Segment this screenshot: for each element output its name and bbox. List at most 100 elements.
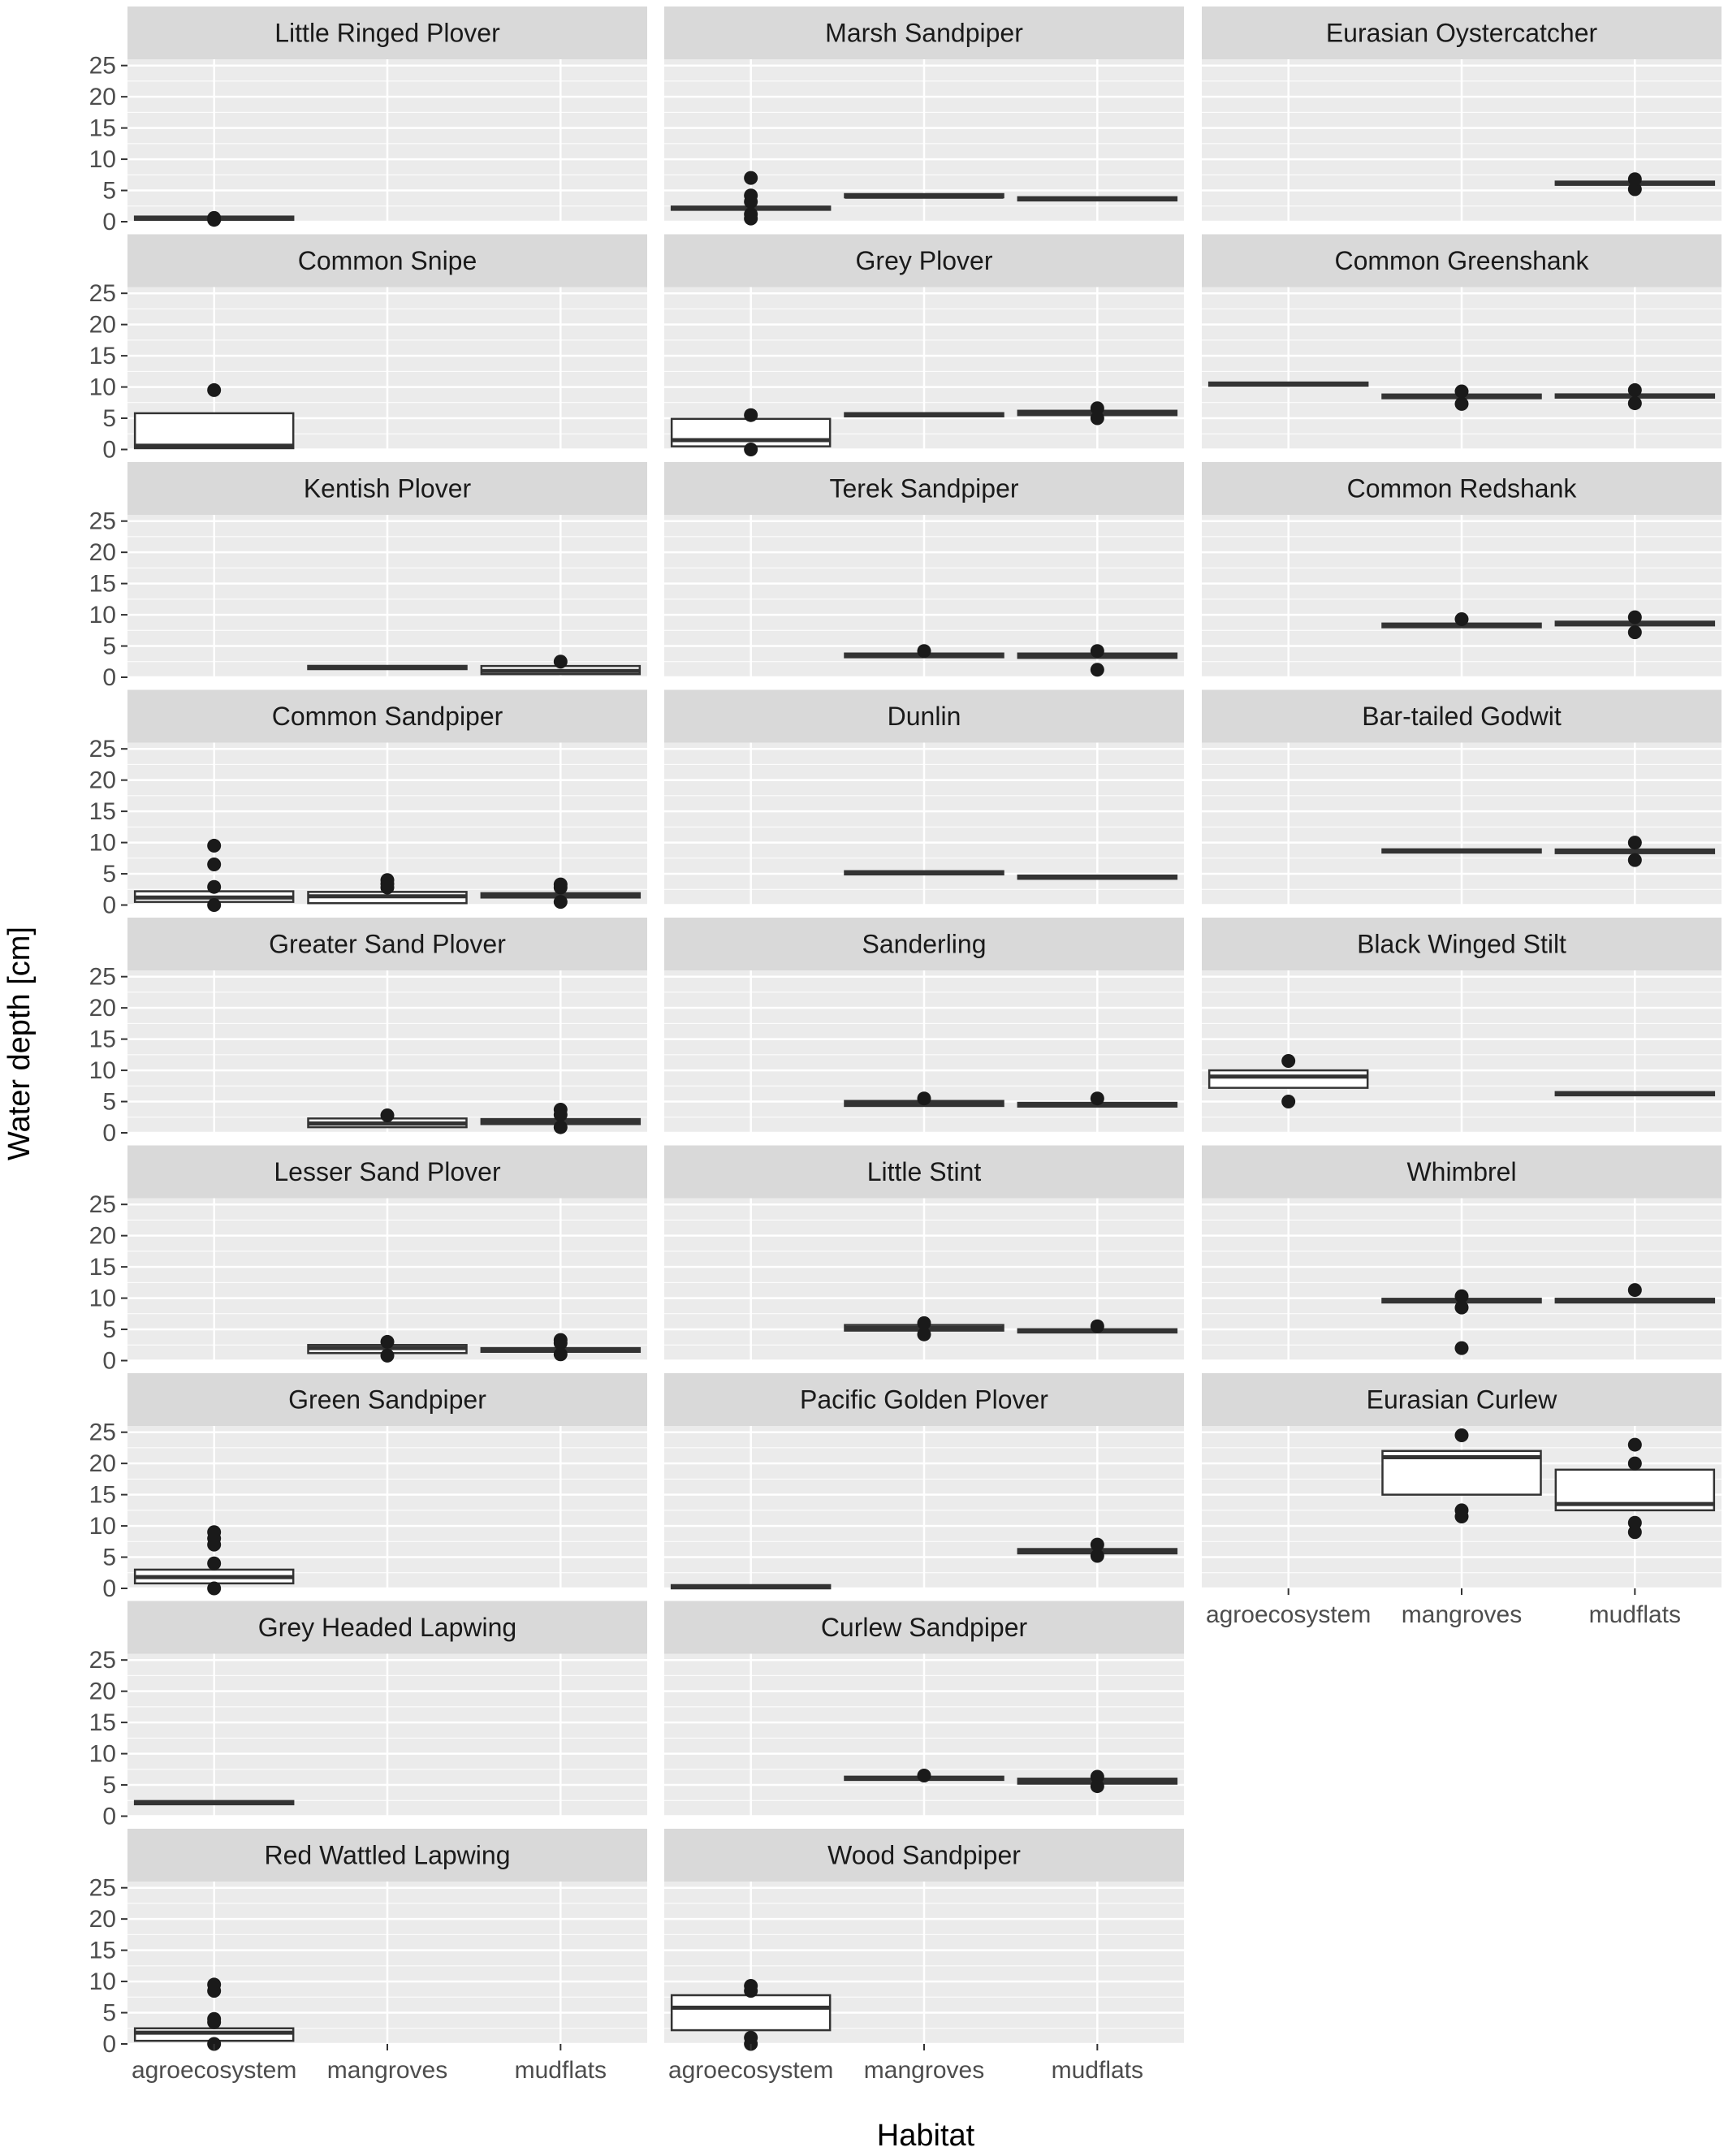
panel: Common Snipe 0 5 10 15 20 25 xyxy=(89,234,647,464)
outlier-point xyxy=(1627,1283,1642,1298)
panel-strip xyxy=(127,234,647,287)
y-tick-label: 20 xyxy=(89,539,116,566)
outlier-point xyxy=(380,1334,395,1349)
panel-title: Terek Sandpiper xyxy=(829,474,1018,503)
y-tick-label: 0 xyxy=(102,892,116,919)
y-tick-label: 5 xyxy=(102,405,116,432)
y-tick-label: 20 xyxy=(89,1223,116,1250)
panel-strip xyxy=(664,1601,1184,1654)
outlier-point xyxy=(1627,382,1642,397)
panel: Pacific Golden Plover xyxy=(664,1373,1184,1590)
outlier-point xyxy=(380,1348,395,1363)
y-tick-label: 0 xyxy=(102,437,116,464)
panel: Whimbrel xyxy=(1202,1145,1722,1362)
panel-title: Dunlin xyxy=(888,702,961,731)
y-tick-label: 25 xyxy=(89,1191,116,1218)
panel-strip xyxy=(664,6,1184,59)
outlier-point xyxy=(744,188,758,203)
panel-title: Greater Sand Plover xyxy=(269,930,506,959)
panel: Eurasian Oystercatcher xyxy=(1202,6,1722,223)
panel: Black Winged Stilt xyxy=(1202,918,1722,1134)
y-tick-label: 10 xyxy=(89,1968,116,1995)
panel-title: Marsh Sandpiper xyxy=(825,19,1023,48)
outlier-point xyxy=(1090,1091,1104,1106)
y-tick-label: 10 xyxy=(89,146,116,173)
panel-strip xyxy=(664,1829,1184,1882)
x-tick-label: mangroves xyxy=(327,2057,447,2084)
y-tick-label: 15 xyxy=(89,798,116,825)
outlier-point xyxy=(207,382,222,397)
outlier-point xyxy=(380,1108,395,1122)
outlier-point xyxy=(917,1769,931,1782)
outlier-point xyxy=(1454,611,1469,626)
panel: Green Sandpiper 0 5 10 15 20 25 xyxy=(89,1373,647,1602)
outlier-point xyxy=(207,838,222,853)
outlier-point xyxy=(207,2011,222,2026)
panel-title: Common Sandpiper xyxy=(272,702,503,731)
outlier-point xyxy=(1627,1515,1642,1530)
panel-title: Kentish Plover xyxy=(304,474,472,503)
y-tick-label: 20 xyxy=(89,1679,116,1705)
outlier-point xyxy=(207,1581,222,1596)
panel: Grey Plover xyxy=(664,234,1184,456)
y-tick-label: 0 xyxy=(102,664,116,691)
y-tick-label: 5 xyxy=(102,1089,116,1116)
panel: Wood Sandpiper agroecosystem mangroves mudf… xyxy=(664,1829,1184,2084)
panel-strip xyxy=(127,1373,647,1426)
x-axis-title: Habitat xyxy=(877,2119,975,2153)
panel-strip xyxy=(1202,6,1722,59)
outlier-point xyxy=(1090,1549,1104,1563)
panel-title: Sanderling xyxy=(862,930,987,959)
y-tick-label: 15 xyxy=(89,1482,116,1509)
panel: Bar-tailed Godwit xyxy=(1202,689,1722,906)
outlier-point xyxy=(553,1347,568,1362)
outlier-point xyxy=(744,408,758,422)
panel-title: Black Winged Stilt xyxy=(1357,930,1566,959)
box xyxy=(1207,1069,1369,1089)
y-tick-label: 20 xyxy=(89,767,116,794)
y-tick-label: 20 xyxy=(89,84,116,110)
box xyxy=(133,412,295,450)
outlier-point xyxy=(207,1525,222,1540)
outlier-point xyxy=(207,879,222,894)
y-tick-label: 5 xyxy=(102,1772,116,1799)
y-tick-label: 10 xyxy=(89,1057,116,1084)
outlier-point xyxy=(917,1091,931,1106)
y-tick-label: 10 xyxy=(89,1285,116,1312)
outlier-point xyxy=(1454,396,1469,411)
y-tick-label: 25 xyxy=(89,508,116,535)
outlier-point xyxy=(553,877,568,892)
panel-strip xyxy=(1202,462,1722,515)
y-tick-label: 0 xyxy=(102,1120,116,1147)
panel-title: Common Redshank xyxy=(1347,474,1578,503)
outlier-point xyxy=(1090,663,1104,677)
x-tick-label: mudflats xyxy=(1589,1601,1681,1628)
panel-title: Bar-tailed Godwit xyxy=(1362,702,1562,731)
y-tick-label: 10 xyxy=(89,374,116,401)
y-tick-label: 10 xyxy=(89,1513,116,1540)
outlier-point xyxy=(1454,384,1469,399)
panel-strip xyxy=(127,1829,647,1882)
panel-title: Lesser Sand Plover xyxy=(274,1157,501,1186)
outlier-point xyxy=(553,1103,568,1117)
y-tick-label: 20 xyxy=(89,995,116,1022)
panel: Little Stint xyxy=(664,1145,1184,1362)
outlier-point xyxy=(1090,1769,1104,1784)
y-tick-label: 15 xyxy=(89,1026,116,1053)
outlier-point xyxy=(1454,1428,1469,1443)
y-tick-label: 10 xyxy=(89,1741,116,1768)
y-tick-label: 20 xyxy=(89,1906,116,1933)
outlier-point xyxy=(1627,1437,1642,1452)
y-tick-label: 5 xyxy=(102,861,116,888)
outlier-point xyxy=(207,210,222,225)
y-tick-label: 0 xyxy=(102,1575,116,1602)
outlier-point xyxy=(917,1327,931,1342)
y-tick-label: 20 xyxy=(89,312,116,339)
x-tick-label: agroecosystem xyxy=(1206,1601,1371,1628)
outlier-point xyxy=(1627,172,1642,187)
y-tick-label: 15 xyxy=(89,1709,116,1736)
panel-strip xyxy=(664,462,1184,515)
outlier-point xyxy=(553,1120,568,1134)
